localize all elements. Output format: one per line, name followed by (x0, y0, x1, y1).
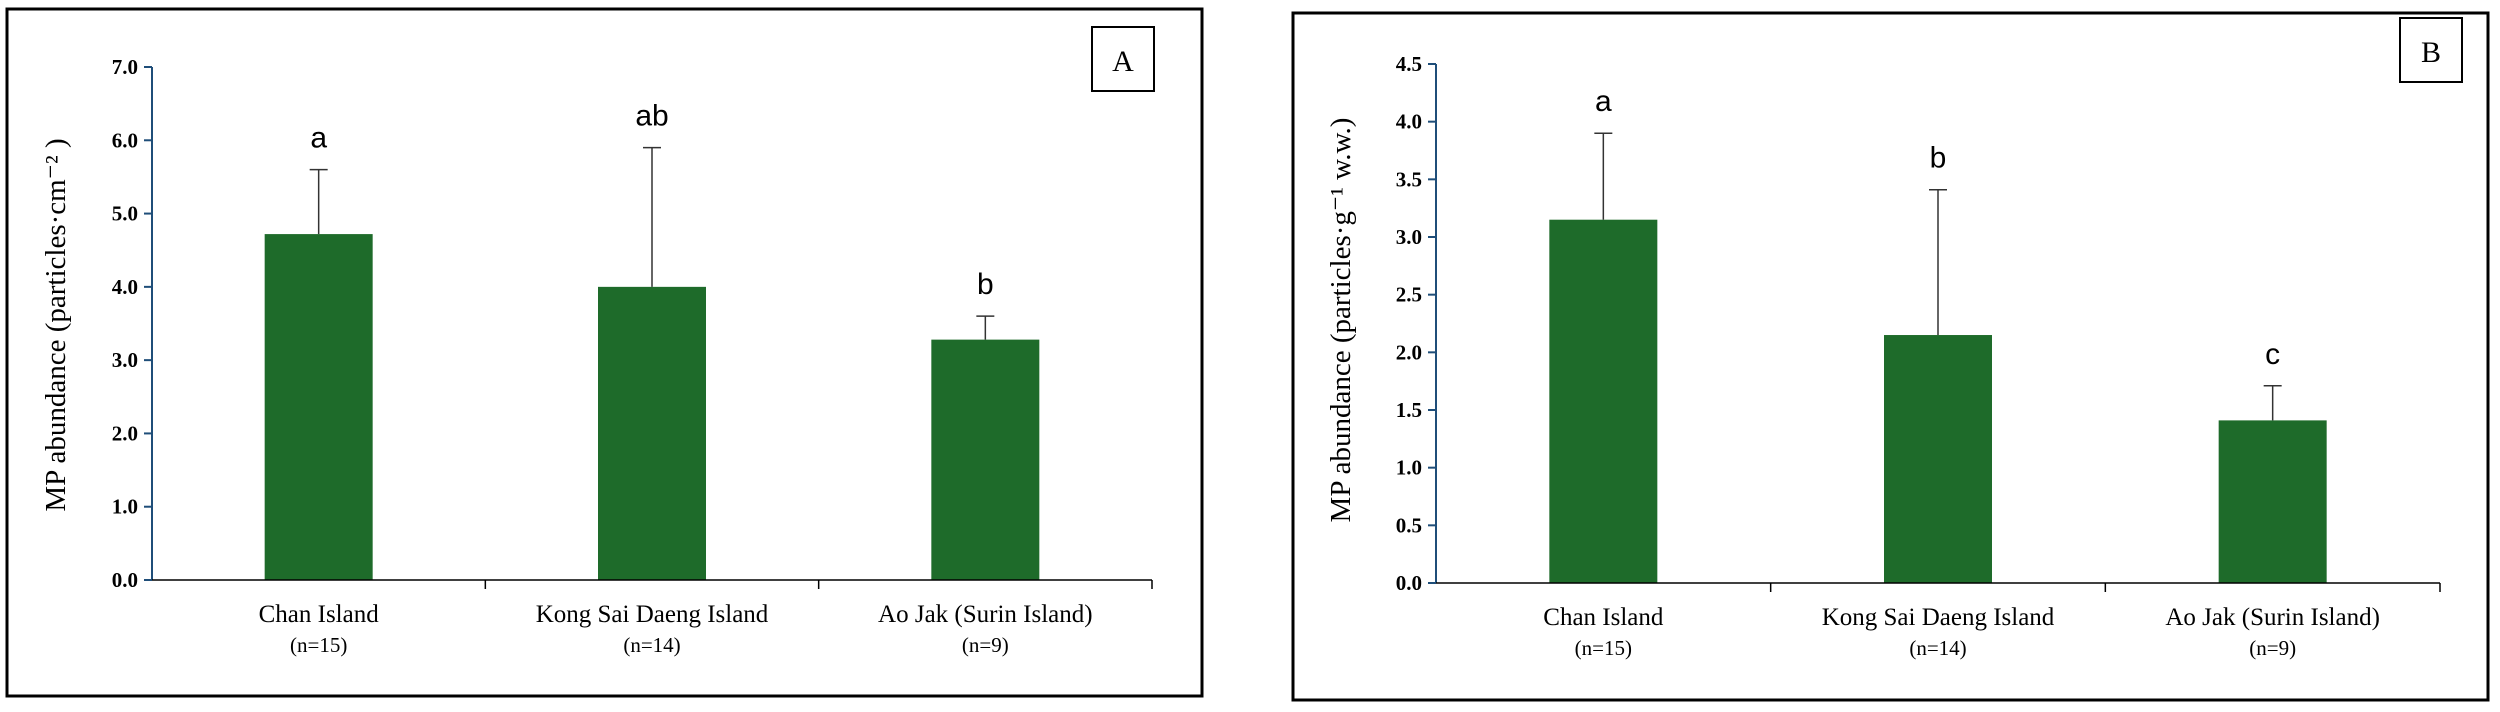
sample-size-label: (n=9) (2249, 636, 2296, 660)
y-tick-label: 7.0 (112, 55, 138, 79)
y-tick-label: 4.0 (1396, 110, 1422, 134)
category-label: Chan Island (259, 601, 380, 628)
panel-b-bars (1549, 219, 2327, 583)
panel-b-y-ticks: 0.0 0.5 1.0 1.5 2.0 2.5 3.0 3.5 4.0 4.5 (1396, 52, 1436, 595)
significance-letter: b (977, 268, 994, 301)
y-tick-label: 0.0 (112, 568, 138, 592)
category-label: Ao Jak (Surin Island) (2165, 604, 2380, 631)
panel-a-bars (264, 234, 1040, 580)
y-tick-label: 2.0 (1396, 340, 1422, 364)
category-label: Kong Sai Daeng Island (536, 601, 769, 628)
panel-b-error-bars (1594, 132, 2282, 421)
category-label: Chan Island (1543, 604, 1664, 631)
y-tick-label: 4.0 (112, 275, 138, 299)
category-label: Kong Sai Daeng Island (1822, 604, 2055, 631)
panel-b-y-axis-title: MP abundance (particles·g⁻¹ w.w.) (1325, 118, 1357, 523)
bar (931, 339, 1040, 580)
y-tick-label: 2.0 (112, 421, 138, 445)
panel-a-y-axis-title: MP abundance (particles·cm⁻² ) (40, 138, 72, 511)
panel-b-label-box (2399, 17, 2463, 83)
sample-size-label: (n=15) (290, 633, 347, 657)
panel-a-error-bars (309, 146, 995, 340)
panel-b-significance-letters: a b c (1595, 85, 2280, 371)
y-tick-label: 0.0 (1396, 571, 1422, 595)
panel-b: B MP abundance (particles·g⁻¹ w.w.) 0.00… (1291, 11, 2490, 702)
panel-a-x-ticks (484, 580, 1153, 589)
significance-letter: b (1930, 142, 1947, 175)
y-tick-label: 3.0 (1396, 225, 1422, 249)
panel-b-label: B (2421, 36, 2441, 69)
panel-b-x-ticks (1769, 583, 2441, 592)
y-tick-label: 1.0 (112, 495, 138, 519)
bar (1884, 335, 1992, 583)
y-tick-label: 3.5 (1396, 167, 1422, 191)
category-label: Ao Jak (Surin Island) (878, 601, 1093, 628)
significance-letter: c (2265, 338, 2280, 371)
significance-letter: ab (635, 100, 668, 133)
significance-letter: a (1595, 85, 1612, 118)
significance-letter: a (310, 122, 327, 155)
y-tick-label: 0.5 (1396, 513, 1422, 537)
panel-b-category-labels: Chan Island (n=15) Kong Sai Daeng Island (n… (1543, 604, 2380, 660)
sample-size-label: (n=14) (1909, 636, 1966, 660)
panel-a-y-ticks: 0.0 1.0 2.0 3.0 4.0 5.0 6.0 7.0 (112, 55, 152, 592)
y-tick-label: 3.0 (112, 348, 138, 372)
panel-a: A MP abundance (particles·cm⁻² ) 0.0 1.0 2… (5, 7, 1204, 698)
sample-size-label: (n=15) (1575, 636, 1632, 660)
y-tick-label: 5.0 (112, 202, 138, 226)
sample-size-label: (n=9) (962, 633, 1009, 657)
y-tick-label: 6.0 (112, 128, 138, 152)
bar (1549, 219, 1658, 583)
panel-a-category-labels: Chan Island (n=15) Kong Sai Daeng Island (n… (259, 601, 1093, 657)
panel-a-label-box (1091, 26, 1155, 92)
y-tick-label: 1.0 (1396, 456, 1422, 480)
bar (2218, 420, 2327, 583)
panel-a-significance-letters: a ab b (310, 100, 993, 302)
y-tick-label: 1.5 (1396, 398, 1422, 422)
bar (264, 234, 373, 580)
y-tick-label: 2.5 (1396, 283, 1422, 307)
panel-a-label: A (1112, 45, 1134, 78)
sample-size-label: (n=14) (623, 633, 680, 657)
y-tick-label: 4.5 (1396, 52, 1422, 76)
bar (598, 286, 706, 580)
